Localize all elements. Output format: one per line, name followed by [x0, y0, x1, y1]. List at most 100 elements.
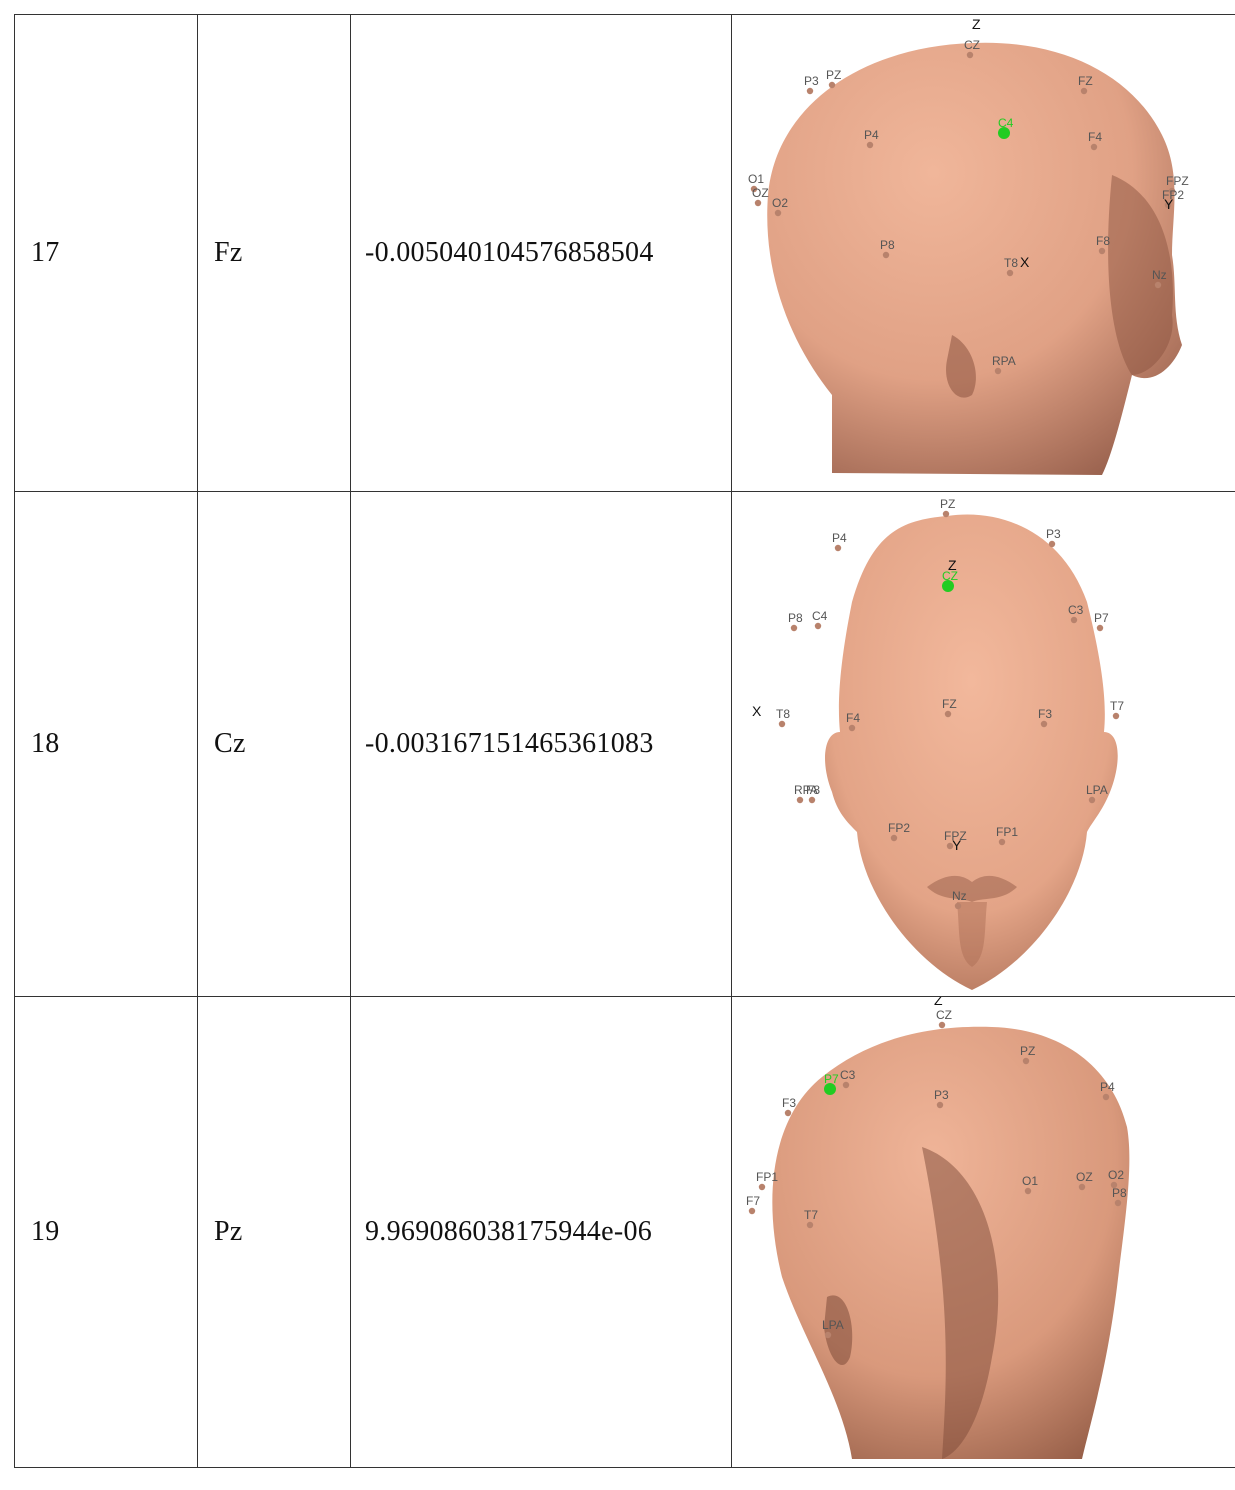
table-row: 19 Pz 9.969086038175944e-06 CZ PZ P4 F3 C3 P3…: [14, 996, 1235, 1468]
electrode-label: F3: [782, 1096, 796, 1110]
index-cell: 17: [14, 14, 198, 492]
electrode-marker-p3: [806, 87, 814, 95]
axis-label-z: Z: [948, 557, 957, 573]
electrode-label: PZ: [940, 497, 955, 511]
head-shape: [825, 514, 1118, 990]
electrode-marker-p3: [936, 1101, 944, 1109]
electrode-marker-fp2: [1164, 201, 1172, 209]
head-image-cell: CZ PZ P3 FZ C4 P4 F4 O1 OZ O2 FPZ FP2 P8 T8 F8 Nz RPA Z X Y: [731, 14, 1235, 492]
electrode-marker-o1: [750, 185, 758, 193]
electrode-marker-nz: [954, 902, 962, 910]
electrode-marker-c3: [842, 1081, 850, 1089]
electrode-marker-fpz: [1168, 187, 1176, 195]
electrode-marker-p8: [882, 251, 890, 259]
electrode-marker-p7: [824, 1083, 836, 1095]
electrode-label: FP2: [888, 821, 910, 835]
electrode-label: PZ: [1020, 1044, 1035, 1058]
electrode-label: FP1: [756, 1170, 778, 1184]
electrode-label: FP1: [996, 825, 1018, 839]
electrode-marker-pz: [1022, 1057, 1030, 1065]
electrode-marker-c4: [998, 127, 1010, 139]
electrode-marker-cz: [938, 1021, 946, 1029]
index-cell: 19: [14, 996, 198, 1468]
electrode-marker-p4: [834, 544, 842, 552]
electrode-label: FP2: [1162, 188, 1184, 202]
electrode-marker-fz: [944, 710, 952, 718]
electrode-label: F7: [746, 1194, 760, 1208]
electrode-marker-fp1: [758, 1183, 766, 1191]
results-table: 17 Fz -0.005040104576858504 CZ PZ P3 FZ C4 P4…: [14, 14, 1235, 1468]
electrode-marker-t7: [806, 1221, 814, 1229]
electrode-label: T7: [804, 1208, 818, 1222]
electrode-label: LPA: [1086, 783, 1108, 797]
electrode-marker-p4: [866, 141, 874, 149]
electrode-label: FZ: [1078, 74, 1093, 88]
electrode-marker-p7: [1096, 624, 1104, 632]
electrode-label: CZ: [936, 1008, 952, 1022]
electrode-label: CZ: [964, 38, 980, 52]
channel-value: 9.969086038175944e-06: [365, 1216, 653, 1247]
electrode-marker-f8: [1098, 247, 1106, 255]
axis-label-x: X: [1020, 254, 1030, 270]
electrode-marker-lpa: [1088, 796, 1096, 804]
row-index: 19: [31, 1216, 60, 1247]
electrode-marker-t8: [778, 720, 786, 728]
electrode-marker-f7: [748, 1207, 756, 1215]
electrode-label: O1: [1022, 1174, 1038, 1188]
electrode-marker-p3: [1048, 540, 1056, 548]
electrode-label: LPA: [822, 1318, 844, 1332]
electrode-marker-c3: [1070, 616, 1078, 624]
electrode-marker-fz: [1080, 87, 1088, 95]
electrode-label: P3: [804, 74, 819, 88]
axis-label-z: Z: [972, 16, 981, 32]
electrode-marker-fp2: [890, 834, 898, 842]
electrode-label: P7: [824, 1072, 839, 1086]
electrode-label: C4: [812, 609, 828, 623]
electrode-marker-f4: [848, 724, 856, 732]
electrode-marker-p4: [1102, 1093, 1110, 1101]
electrode-marker-t7: [1112, 712, 1120, 720]
channel-value: -0.003167151465361083: [365, 728, 654, 759]
electrode-marker-f3: [784, 1109, 792, 1117]
electrode-label: C4: [998, 116, 1014, 130]
electrode-label: O2: [1108, 1168, 1124, 1182]
index-cell: 18: [14, 491, 198, 997]
electrode-marker-o2: [774, 209, 782, 217]
head-model-left-rear: CZ PZ P4 F3 C3 P3 FP1 F7 T7 O1 OZ O2 P8 LPA P7 Z: [746, 997, 1130, 1459]
electrode-label: F4: [1088, 130, 1102, 144]
electrode-label: FPZ: [1166, 174, 1189, 188]
electrode-marker-pz: [828, 81, 836, 89]
electrode-marker-f8: [808, 796, 816, 804]
electrode-label: P4: [1100, 1080, 1115, 1094]
row-index: 17: [31, 237, 60, 268]
electrode-marker-t8: [1006, 269, 1014, 277]
electrode-marker-p8: [1114, 1199, 1122, 1207]
value-cell: 9.969086038175944e-06: [350, 996, 732, 1468]
electrode-label: C3: [1068, 603, 1084, 617]
electrode-marker-fpz: [946, 842, 954, 850]
electrode-marker-pz: [942, 510, 950, 518]
electrode-marker-oz: [1078, 1183, 1086, 1191]
electrode-label: T8: [776, 707, 790, 721]
electrode-label: P7: [1094, 611, 1109, 625]
electrode-label: OZ: [1076, 1170, 1093, 1184]
channel-name: Fz: [214, 237, 243, 268]
electrode-marker-f3: [1040, 720, 1048, 728]
axis-label-y: Y: [1164, 196, 1174, 212]
electrode-label: FZ: [942, 697, 957, 711]
electrode-label: CZ: [942, 569, 958, 583]
electrode-label: P4: [864, 128, 879, 142]
electrode-marker-c4: [814, 622, 822, 630]
channel-name: Cz: [214, 728, 246, 759]
electrode-marker-rpa: [796, 796, 804, 804]
electrode-marker-p8: [790, 624, 798, 632]
electrode-label: P3: [1046, 527, 1061, 541]
electrode-label: P8: [880, 238, 895, 252]
electrode-marker-lpa: [824, 1331, 832, 1339]
electrode-label: P8: [1112, 1186, 1127, 1200]
electrode-label: F8: [806, 783, 820, 797]
electrode-label: F8: [1096, 234, 1110, 248]
electrode-label: F3: [1038, 707, 1052, 721]
electrode-label: P3: [934, 1088, 949, 1102]
